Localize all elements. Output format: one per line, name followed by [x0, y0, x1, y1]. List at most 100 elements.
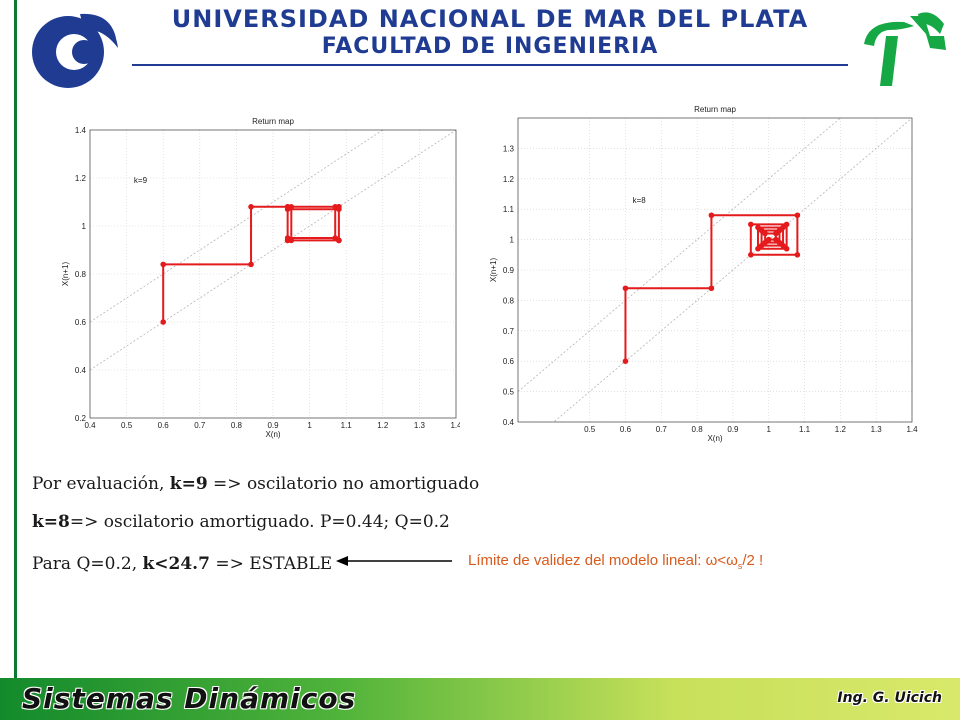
y-tick-label: 0.4: [503, 418, 515, 427]
validity-note-tail: /2 !: [742, 552, 764, 569]
conclusion-k9-result: => oscilatorio no amortiguado: [207, 474, 480, 494]
trajectory-point: [748, 221, 754, 228]
trajectory-point: [288, 204, 295, 210]
gain-annotation: k=8: [633, 196, 647, 205]
y-tick-label: 0.8: [75, 270, 87, 279]
diagonal-reference-line: [553, 118, 912, 422]
y-tick-label: 1: [510, 236, 515, 245]
diagonal-reference-line: [518, 118, 841, 392]
y-axis-label: X(n+1): [490, 258, 498, 283]
conclusion-k8: k=8=> oscilatorio amortiguado. P=0.44; Q…: [32, 512, 450, 532]
trajectory-point: [773, 236, 779, 243]
y-tick-label: 0.8: [503, 296, 515, 305]
reference-lines: [518, 118, 912, 422]
trajectory-point: [248, 204, 254, 210]
x-tick-label: 0.5: [584, 425, 596, 434]
y-tick-label: 1.3: [503, 144, 515, 153]
left-arrow: [336, 556, 452, 566]
chart-title: Return map: [694, 105, 736, 114]
x-tick-label: 1.4: [906, 425, 918, 434]
trajectory-point: [336, 237, 342, 244]
x-tick-label: 0.4: [84, 421, 96, 430]
x-tick-label: 0.9: [267, 421, 279, 430]
plot-frame: [517, 117, 913, 423]
x-tick-label: 1.2: [835, 425, 847, 434]
x-tick-label: 1.2: [377, 421, 389, 430]
left-border-rule: [14, 0, 17, 678]
x-axis-label: X(n): [265, 430, 280, 439]
trajectory-point: [762, 230, 768, 237]
y-tick-label: 1: [82, 222, 87, 231]
stability-gain-bound: k<24.7: [142, 554, 210, 574]
trajectory-point: [765, 236, 772, 243]
x-tick-label: 0.7: [656, 425, 668, 434]
return-map-chart-k9: 0.4 0.5 0.6 0.7 0.8 0.9 1 1.1 1.2 1.3 1.4 0.2 0.4 0.6…: [60, 108, 462, 448]
validity-note-subscript: s: [737, 561, 743, 571]
y-axis-label: X(n+1): [61, 262, 70, 287]
author-name: Ing. G. Uicich: [837, 690, 942, 706]
diagonal-reference-line: [90, 130, 384, 323]
faculty-logo: [864, 12, 946, 86]
trajectory-point: [708, 212, 715, 219]
y-tick-label: 1.2: [503, 175, 515, 184]
trajectory-point: [622, 285, 629, 292]
validity-note-text: Límite de validez del modelo lineal: ω<ω: [468, 552, 738, 569]
x-tick-label: 0.5: [121, 421, 133, 430]
stability-prefix: Para Q=0.2,: [32, 554, 143, 574]
x-tick-label: 0.6: [158, 421, 170, 430]
x-tick-label: 1.3: [871, 425, 883, 434]
university-logo: [32, 13, 118, 88]
y-tick-label: 0.4: [75, 366, 87, 375]
y-tick-label: 0.5: [503, 388, 515, 397]
header-underline: [132, 64, 848, 66]
x-tick-label: 1: [307, 421, 312, 430]
trajectory-point: [160, 319, 166, 325]
return-map-chart-k8: 0.5 0.6 0.7 0.8 0.9 1 1.1 1.2 1.3 1.4 0.4 0.5 0.6 0.7…: [489, 96, 920, 448]
x-axis-label: X(n): [707, 434, 722, 443]
x-tick-label: 0.7: [194, 421, 206, 430]
trajectory-point: [288, 237, 295, 244]
footer-banner: Sistemas Dinámicos Ing. G. Uicich: [0, 678, 960, 720]
y-tick-label: 1.1: [503, 205, 515, 214]
x-tick-label: 1.1: [341, 421, 353, 430]
trajectory-point: [160, 261, 166, 268]
y-tick-label: 0.2: [75, 414, 87, 423]
trajectory-point: [622, 358, 629, 365]
y-tick-label: 0.9: [503, 266, 515, 275]
conclusion-k9-prefix: Por evaluación,: [32, 474, 170, 494]
validity-note: Límite de validez del modelo lineal: ω<ω…: [468, 552, 763, 571]
trajectory-point: [773, 230, 779, 237]
y-tick-label: 0.7: [503, 327, 515, 336]
x-tick-label: 1: [767, 425, 772, 434]
y-tick-label: 1.4: [75, 126, 87, 135]
conclusion-k8-gain: k=8: [32, 512, 70, 532]
chart-title: Return map: [252, 117, 294, 126]
y-tick-label: 0.6: [75, 318, 87, 327]
conclusion-k9-gain: k=9: [169, 474, 208, 494]
header-title: UNIVERSIDAD NACIONAL DE MAR DEL PLATA FA…: [130, 6, 850, 60]
trajectory-line: [162, 205, 340, 322]
y-tick-label: 1.2: [75, 174, 87, 183]
x-tick-label: 0.8: [231, 421, 243, 430]
x-tick-label: 1.1: [799, 425, 811, 434]
trajectory-point: [336, 204, 342, 210]
diagonal-reference-line: [90, 130, 456, 371]
stability-result: => ESTABLE: [209, 554, 333, 574]
conclusion-k8-result: => oscilatorio amortiguado. P=0.44; Q=0.…: [69, 512, 450, 532]
y-tick-label: 0.6: [503, 357, 515, 366]
x-tick-label: 1.4: [450, 421, 460, 430]
university-name: UNIVERSIDAD NACIONAL DE MAR DEL PLATA: [171, 5, 809, 33]
x-tick-label: 0.8: [692, 425, 704, 434]
trajectory-point: [748, 252, 754, 258]
x-tick-label: 0.6: [620, 425, 632, 434]
x-tick-label: 1.3: [414, 421, 426, 430]
trajectory-point: [794, 252, 801, 258]
course-name: Sistemas Dinámicos: [22, 682, 357, 715]
trajectory-point: [708, 285, 715, 292]
reference-lines: [90, 130, 456, 371]
stability-conclusion: Para Q=0.2, k<24.7 => ESTABLE: [32, 554, 332, 574]
plot-frame: [89, 129, 457, 419]
conclusion-k9: Por evaluación, k=9 => oscilatorio no am…: [32, 474, 479, 494]
gain-annotation: k=9: [134, 176, 148, 185]
trajectory-point: [248, 261, 254, 268]
